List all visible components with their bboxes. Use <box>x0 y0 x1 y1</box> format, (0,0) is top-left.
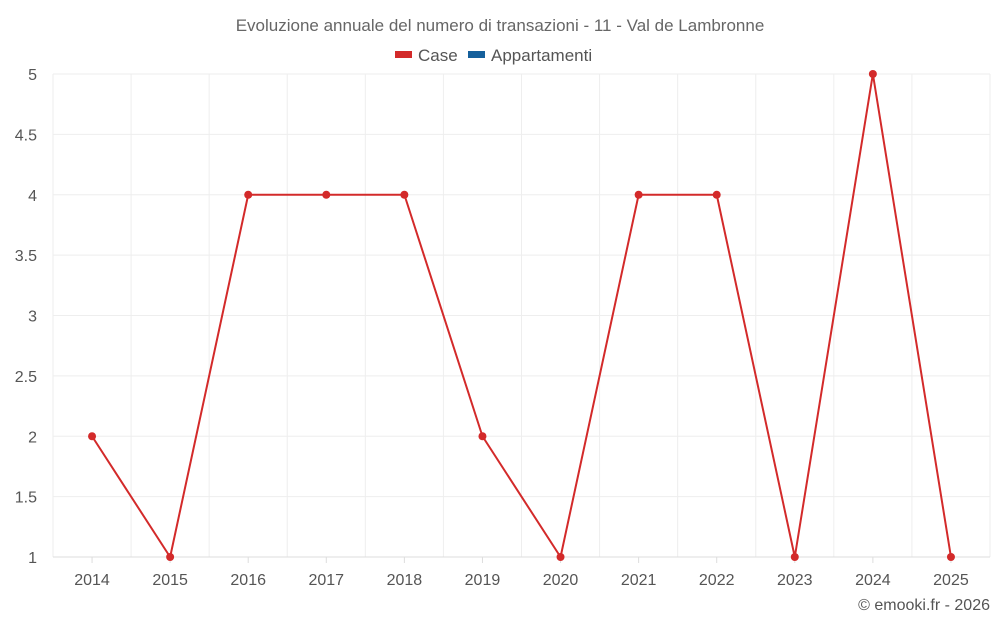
x-tick-label: 2022 <box>699 572 735 589</box>
x-axis: 2014 2015 2016 2017 2018 2019 2020 2021 2022 2023… <box>53 556 990 589</box>
legend-swatch-case <box>395 51 412 58</box>
x-tick-label: 2023 <box>777 572 813 589</box>
series-line-case <box>91 73 952 558</box>
grid <box>52 73 991 557</box>
x-tick-label: 2020 <box>543 572 579 589</box>
x-tick-label: 2017 <box>308 572 344 589</box>
data-point[interactable] <box>322 190 331 199</box>
chart-title: Evoluzione annuale del numero di transaz… <box>236 16 765 35</box>
data-point[interactable] <box>790 553 799 561</box>
x-tick-label: 2021 <box>621 572 657 589</box>
y-tick-label: 2.5 <box>15 369 37 386</box>
x-tick-label: 2025 <box>933 572 969 589</box>
y-axis: 1 1.5 2 2.5 3 3.5 4 4.5 5 <box>15 67 37 567</box>
legend-label-case: Case <box>418 46 458 65</box>
y-tick-label: 1 <box>28 550 37 567</box>
x-tick-label: 2015 <box>152 572 188 589</box>
data-point[interactable] <box>244 190 253 199</box>
plot-series <box>88 70 955 561</box>
legend-swatch-appartamenti <box>468 51 485 58</box>
x-tick-label: 2024 <box>855 572 891 589</box>
y-tick-label: 2 <box>28 429 37 446</box>
y-tick-label: 5 <box>28 67 37 84</box>
data-point[interactable] <box>868 70 877 78</box>
data-point[interactable] <box>88 432 97 441</box>
data-point[interactable] <box>634 190 643 199</box>
x-tick-label: 2014 <box>74 572 110 589</box>
data-point[interactable] <box>946 553 955 561</box>
y-tick-label: 4 <box>28 188 37 205</box>
y-tick-label: 3.5 <box>15 248 37 265</box>
credit-text: © emooki.fr - 2026 <box>858 597 990 614</box>
x-tick-label: 2016 <box>230 572 266 589</box>
x-tick-label: 2018 <box>387 572 423 589</box>
data-point[interactable] <box>556 553 565 561</box>
legend-label-appartamenti: Appartamenti <box>491 46 592 65</box>
data-point[interactable] <box>712 190 721 199</box>
legend-item-appartamenti[interactable]: Appartamenti <box>468 46 592 65</box>
legend-item-case[interactable]: Case <box>395 46 458 65</box>
data-point[interactable] <box>166 553 175 561</box>
legend: Case Appartamenti <box>395 46 592 65</box>
x-tick-label: 2019 <box>465 572 501 589</box>
data-point[interactable] <box>478 432 487 441</box>
y-tick-label: 1.5 <box>15 490 37 507</box>
data-point[interactable] <box>400 190 409 199</box>
y-tick-label: 4.5 <box>15 127 37 144</box>
y-tick-label: 3 <box>28 309 37 326</box>
